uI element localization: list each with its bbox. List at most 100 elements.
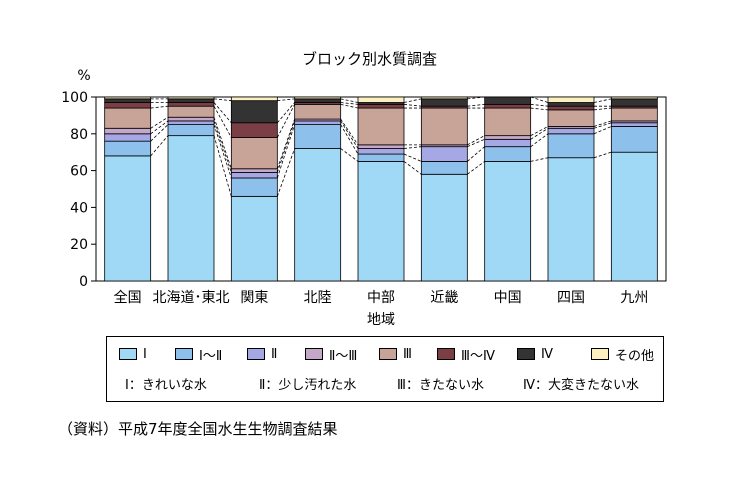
connector-line [467, 161, 485, 175]
bar-segment [484, 107, 532, 137]
connector-line [403, 103, 422, 107]
bar-segment [294, 96, 342, 100]
bar-segment [294, 148, 342, 282]
connector-line [593, 122, 612, 129]
x-tick-label: 九州 [620, 290, 648, 306]
bar-segment [547, 96, 595, 103]
legend-swatch [591, 348, 609, 360]
bar-segment [230, 100, 278, 124]
bar-segment [547, 157, 595, 282]
bar-segment [230, 122, 278, 138]
connector-line [593, 120, 612, 127]
bar-segment [357, 148, 405, 155]
bar-segment [420, 107, 468, 146]
bar-segment [104, 102, 152, 109]
connector-line [340, 102, 359, 105]
bar-segment [547, 105, 595, 111]
connector-line [276, 148, 296, 197]
bar-segment [357, 153, 405, 162]
legend-label: Ⅲ～Ⅳ [461, 348, 495, 364]
bar-segment [230, 168, 278, 173]
legend-label: Ⅲ [403, 346, 412, 362]
bar-segment [484, 146, 532, 162]
bar-segment [420, 98, 468, 107]
connector-line [277, 98, 295, 102]
y-tick-label: 0 [79, 274, 88, 290]
bar-segment [230, 177, 278, 197]
bar-segment [230, 96, 278, 102]
x-tick-label: 近畿 [430, 290, 458, 306]
connector-line [530, 96, 549, 103]
connector-line [150, 105, 169, 109]
legend-swatch [379, 348, 397, 360]
legend-label: Ⅳ [541, 346, 553, 362]
chart-title: ブロック別水質調査 [301, 50, 437, 68]
legend-swatch [247, 348, 265, 360]
connector-line [213, 98, 232, 102]
bar-segment [610, 107, 658, 122]
bar-segment [167, 124, 215, 137]
legend-item: Ⅰ～Ⅱ [175, 344, 222, 364]
bar-segment [167, 120, 215, 125]
x-tick-label: 関東 [240, 290, 268, 306]
connector-line [340, 103, 359, 109]
bar-segment [357, 160, 405, 282]
bar-segment [420, 173, 468, 282]
connector-line [530, 126, 549, 136]
bar-segment [547, 102, 595, 107]
connector-line [467, 96, 485, 100]
bar-segment [610, 98, 658, 107]
bar-segment [484, 96, 532, 105]
connector-line [150, 116, 169, 129]
bar-segment [610, 96, 658, 100]
connector-line [530, 107, 549, 111]
legend-item: Ⅲ～Ⅳ [437, 344, 495, 364]
bar-segment [167, 96, 215, 100]
bar-segment [484, 135, 532, 140]
connector-line [276, 118, 296, 169]
connector-line [530, 157, 549, 162]
bar-segment [294, 120, 342, 125]
connector-line [467, 135, 485, 146]
bar-segment [104, 96, 152, 100]
legend-label: Ⅰ [143, 346, 147, 362]
bar-segment [420, 160, 468, 175]
bar-segment [104, 133, 152, 142]
bar-segment [104, 127, 152, 135]
x-tick-label: 中部 [367, 290, 395, 306]
legend-label: その他 [615, 348, 655, 364]
bar-segment [167, 105, 215, 118]
bar-segment [357, 96, 405, 103]
bar-segment [230, 195, 278, 282]
bar-segment [610, 122, 658, 127]
x-axis-label: 地域 [367, 312, 395, 328]
bar-segment [547, 109, 595, 127]
bar-segment [230, 137, 278, 170]
y-tick-label: 20 [70, 237, 88, 253]
legend-swatch [175, 348, 193, 360]
legend-item: Ⅰ [119, 344, 147, 364]
legend-swatch [437, 348, 455, 360]
legend-swatch [517, 348, 535, 360]
legend-item: その他 [591, 344, 654, 364]
bar-segment [104, 107, 152, 129]
legend-note-2: Ⅱ：少し汚れた水 [259, 378, 357, 393]
x-tick-label: 全国 [114, 289, 142, 306]
legend-item: Ⅱ～Ⅲ [305, 344, 357, 364]
y-tick-label: 60 [70, 164, 88, 180]
bar-segment [294, 124, 342, 149]
bar-segment [167, 116, 215, 122]
bar-segment [357, 107, 405, 146]
connector-line [150, 135, 169, 157]
source-note: （資料）平成7年度全国水生生物調査結果 [58, 420, 338, 438]
connector-line [530, 127, 549, 140]
connector-line [340, 120, 359, 149]
connector-line [213, 102, 232, 124]
y-tick-label: 80 [70, 127, 88, 143]
connector-line [593, 107, 612, 111]
legend-label: Ⅰ～Ⅱ [199, 348, 223, 364]
connector-line [213, 120, 232, 173]
legend-item: Ⅲ [379, 344, 412, 364]
bar-segment [610, 126, 658, 153]
bar-segment [167, 102, 215, 107]
